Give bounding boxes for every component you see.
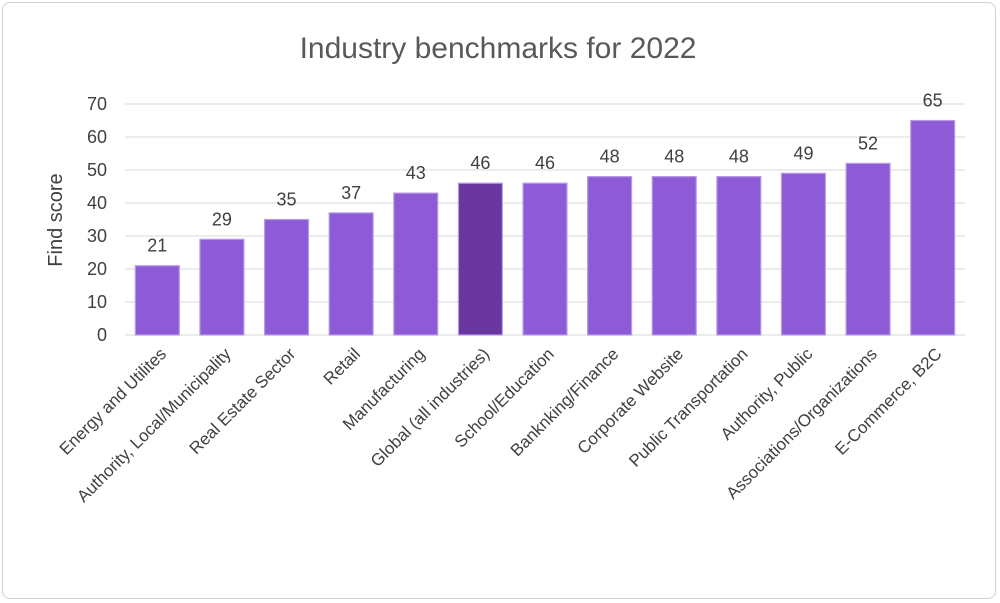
bar-9 — [716, 176, 762, 336]
data-label: 49 — [793, 143, 813, 163]
data-label: 46 — [470, 153, 490, 173]
bar-2 — [263, 218, 310, 336]
y-tick-label: 70 — [87, 94, 107, 114]
data-label: 65 — [923, 91, 943, 111]
bar-3 — [328, 212, 374, 336]
bar-11 — [845, 162, 891, 336]
y-tick-label: 30 — [87, 226, 107, 246]
data-label: 29 — [212, 209, 232, 229]
data-label: 48 — [729, 147, 749, 167]
category-label: E-Commerce, B2C — [831, 344, 945, 458]
category-label: Banknking/Finance — [507, 344, 623, 460]
y-axis-ticks: 0 10 20 30 40 50 60 70 — [87, 94, 107, 345]
data-label: 37 — [341, 183, 361, 203]
bar-0 — [134, 265, 180, 336]
bars — [134, 119, 956, 336]
category-label: Retail — [320, 344, 364, 388]
y-axis-label: Find score — [45, 173, 67, 266]
data-label: 21 — [147, 236, 167, 256]
category-label: Real Estate Sector — [186, 344, 300, 458]
y-tick-label: 40 — [87, 193, 107, 213]
bar-7 — [587, 176, 633, 336]
bar-6 — [522, 182, 568, 336]
bar-12 — [910, 119, 956, 336]
data-label: 48 — [664, 147, 684, 167]
data-label: 52 — [858, 133, 878, 153]
category-label: Energy and Utilites — [56, 344, 170, 458]
data-label: 43 — [406, 163, 426, 183]
bar-8 — [651, 176, 697, 336]
data-label: 35 — [277, 190, 297, 210]
y-tick-label: 0 — [97, 325, 107, 345]
chart-title: Industry benchmarks for 2022 — [300, 32, 697, 65]
data-label: 48 — [600, 147, 620, 167]
bar-4 — [393, 192, 439, 336]
y-tick-label: 60 — [87, 127, 107, 147]
data-labels: 21 29 35 37 43 46 46 48 48 48 49 52 65 — [147, 91, 942, 256]
y-tick-label: 10 — [87, 292, 107, 312]
bar-10 — [780, 172, 827, 336]
category-label: Global (all industries) — [367, 344, 493, 470]
y-tick-label: 50 — [87, 160, 107, 180]
bar-5 — [457, 182, 503, 336]
data-label: 46 — [535, 153, 555, 173]
bar-1 — [199, 238, 245, 336]
y-tick-label: 20 — [87, 259, 107, 279]
category-label: Public Transportation — [625, 344, 751, 470]
